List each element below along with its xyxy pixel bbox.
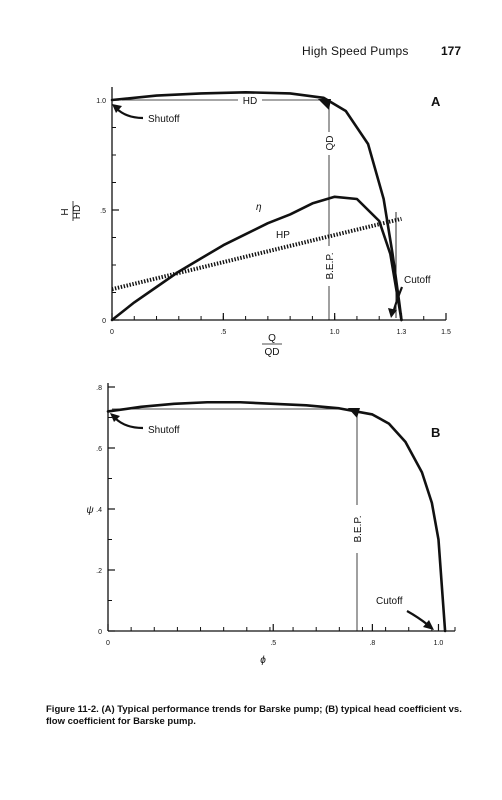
x-tick-label: .5 — [270, 640, 276, 647]
chart-panel-a: 0 .5 1.0 1.3 1.5 0 .5 1.0 H HD Q QD HD QD B.E.… — [60, 87, 451, 358]
bep-label-bg — [352, 505, 364, 553]
y-tick-label: 0 — [98, 629, 102, 636]
caption-label: Figure 11-2. — [46, 704, 99, 715]
x-tick-label: 1.0 — [330, 329, 340, 336]
cutoff-label-b: Cutoff — [376, 596, 403, 607]
y-label-numerator: H — [60, 208, 71, 215]
y-axis-label: H HD — [60, 201, 83, 221]
bep-label-bg — [324, 246, 336, 286]
hp-label: HP — [276, 230, 290, 241]
y-tick-label: .2 — [96, 568, 102, 575]
x-tick-label: 1.5 — [441, 329, 451, 336]
x-tick-label: 1.0 — [434, 640, 444, 647]
y-tick-label: 1.0 — [96, 98, 106, 105]
cutoff-label-a: Cutoff — [404, 275, 431, 286]
cutoff-arrow-b — [406, 610, 429, 626]
y-tick-label: 0 — [102, 318, 106, 325]
hd-label: HD — [243, 96, 257, 107]
x-label-denominator: QD — [265, 347, 280, 358]
panel-b-letter: B — [431, 425, 440, 440]
running-head: High Speed Pumps — [302, 44, 409, 58]
page-number: 177 — [441, 44, 462, 58]
x-label-numerator: Q — [268, 333, 276, 344]
shutoff-arrow-b — [114, 417, 144, 430]
panel-a-letter: A — [431, 94, 441, 109]
qd-label: QD — [325, 136, 336, 151]
bep-marker — [348, 408, 360, 418]
eta-label: η — [256, 202, 262, 213]
shutoff-arrow-a — [115, 107, 144, 120]
series-line-- — [110, 195, 403, 322]
shutoff-label-b: Shutoff — [148, 425, 180, 436]
shutoff-arrowhead-a — [112, 104, 122, 113]
caption-text: (A) Typical performance trends for Barsk… — [46, 704, 462, 727]
series-line-h-d — [110, 91, 403, 322]
y-tick-label: .6 — [96, 446, 102, 453]
page-header: High Speed Pumps 177 — [0, 44, 502, 64]
x-tick-label: .5 — [220, 329, 226, 336]
y-label-denominator: HD — [72, 205, 83, 219]
y-tick-label: .8 — [96, 385, 102, 392]
x-axis-label: ϕ — [260, 655, 266, 666]
shutoff-label-a: Shutoff — [148, 114, 180, 125]
x-tick-label: .8 — [369, 640, 375, 647]
figure-11-2: 0 .5 1.0 1.3 1.5 0 .5 1.0 H HD Q QD HD QD B.E.… — [60, 87, 456, 666]
y-tick-label: .5 — [100, 208, 106, 215]
bep-label: B.E.P. — [353, 515, 364, 542]
x-tick-label: 0 — [106, 640, 110, 647]
figure-caption: Figure 11-2. (A) Typical performance tre… — [46, 704, 466, 728]
chart-panel-b: 0 .5 .8 1.0 0 .2 .4 .6 .8 ψ ϕ B.E.P. Shutoff Cu… — [86, 383, 456, 666]
bep-marker — [318, 99, 331, 110]
cutoff-arrowhead-a — [388, 308, 397, 318]
y-tick-label: .4 — [96, 507, 102, 514]
bep-label: B.E.P. — [325, 252, 336, 279]
cutoff-arrowhead-b — [423, 620, 434, 630]
shutoff-arrowhead-b — [110, 413, 120, 422]
y-axis-label: ψ — [86, 505, 94, 516]
x-tick-label: 0 — [110, 329, 114, 336]
x-axis-label: Q QD — [262, 333, 282, 358]
x-tick-label: 1.3 — [397, 329, 407, 336]
